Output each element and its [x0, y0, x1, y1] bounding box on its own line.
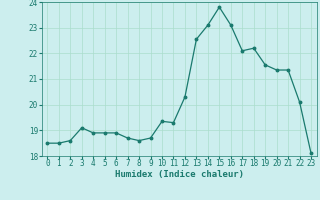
X-axis label: Humidex (Indice chaleur): Humidex (Indice chaleur) [115, 170, 244, 179]
